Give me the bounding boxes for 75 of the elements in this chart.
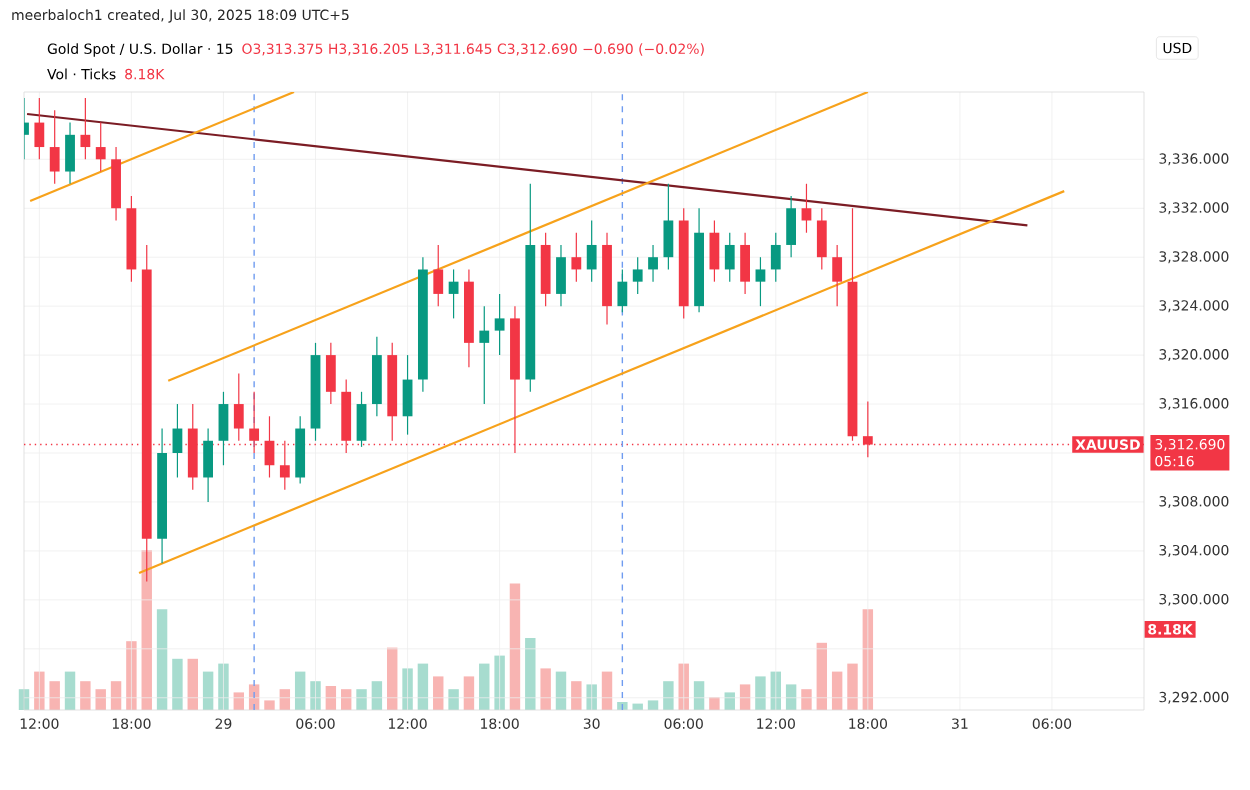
- bar: [693, 681, 705, 710]
- bar: [417, 663, 429, 710]
- bar: [95, 689, 106, 710]
- candlestick: [571, 232, 582, 283]
- candlestick: [740, 232, 751, 295]
- bar: [448, 689, 459, 710]
- bar: [294, 671, 306, 710]
- candlestick: [218, 391, 229, 466]
- candlestick: [448, 268, 459, 319]
- candlestick: [325, 342, 336, 405]
- candlestick: [786, 195, 797, 258]
- bar: [540, 668, 551, 710]
- bar: [816, 642, 828, 710]
- candlestick: [49, 109, 60, 185]
- candlestick: [494, 293, 505, 356]
- bar: [110, 681, 122, 710]
- bar: [433, 676, 444, 710]
- candlestick: [233, 372, 244, 442]
- candlestick: [95, 121, 106, 173]
- bar: [463, 676, 475, 710]
- bar: [739, 684, 751, 710]
- bar: [172, 658, 183, 710]
- candlestick: [832, 244, 843, 307]
- bar: [34, 671, 45, 710]
- bar: [187, 658, 198, 710]
- bar: [371, 681, 383, 710]
- candlestick: [80, 97, 91, 160]
- candlestick: [617, 268, 628, 313]
- bar: [387, 647, 398, 710]
- bar: [663, 681, 674, 710]
- bar: [509, 583, 521, 710]
- candlestick: [648, 244, 658, 283]
- bar: [647, 700, 659, 710]
- candlestick: [433, 244, 444, 307]
- bar: [310, 681, 321, 710]
- bar: [494, 655, 505, 710]
- candlestick: [755, 256, 766, 307]
- candlestick: [34, 97, 45, 160]
- bar: [555, 671, 567, 710]
- bar: [601, 671, 613, 710]
- bar: [831, 671, 843, 710]
- candlestick: [816, 207, 827, 271]
- candlestick: [479, 305, 490, 405]
- bar: [801, 689, 812, 710]
- bar: [479, 663, 490, 710]
- bar: [586, 684, 597, 710]
- candlestick: [770, 232, 781, 283]
- candlestick: [632, 256, 643, 295]
- candlestick: [402, 354, 413, 436]
- bar: [264, 700, 275, 710]
- bar: [571, 681, 582, 710]
- bar: [156, 609, 168, 710]
- bar: [525, 638, 536, 710]
- bar: [218, 663, 229, 710]
- bar: [785, 684, 797, 710]
- candlestick: [203, 427, 214, 503]
- bar: [80, 681, 91, 710]
- candlestick: [709, 219, 720, 283]
- bar: [402, 668, 413, 710]
- bar: [847, 663, 858, 710]
- bar: [126, 641, 137, 710]
- candlestick: [586, 219, 597, 283]
- bar: [356, 689, 367, 710]
- bar: [202, 671, 214, 710]
- bar: [49, 681, 60, 710]
- candlestick: [663, 183, 674, 271]
- candlestick: [801, 183, 812, 234]
- bar: [64, 671, 76, 710]
- candlestick: [724, 232, 735, 283]
- candlestick: [356, 391, 367, 448]
- bar: [709, 697, 720, 710]
- candlestick: [65, 121, 75, 185]
- candlestick: [556, 244, 566, 307]
- bar: [755, 676, 766, 710]
- candlestick: [172, 403, 183, 479]
